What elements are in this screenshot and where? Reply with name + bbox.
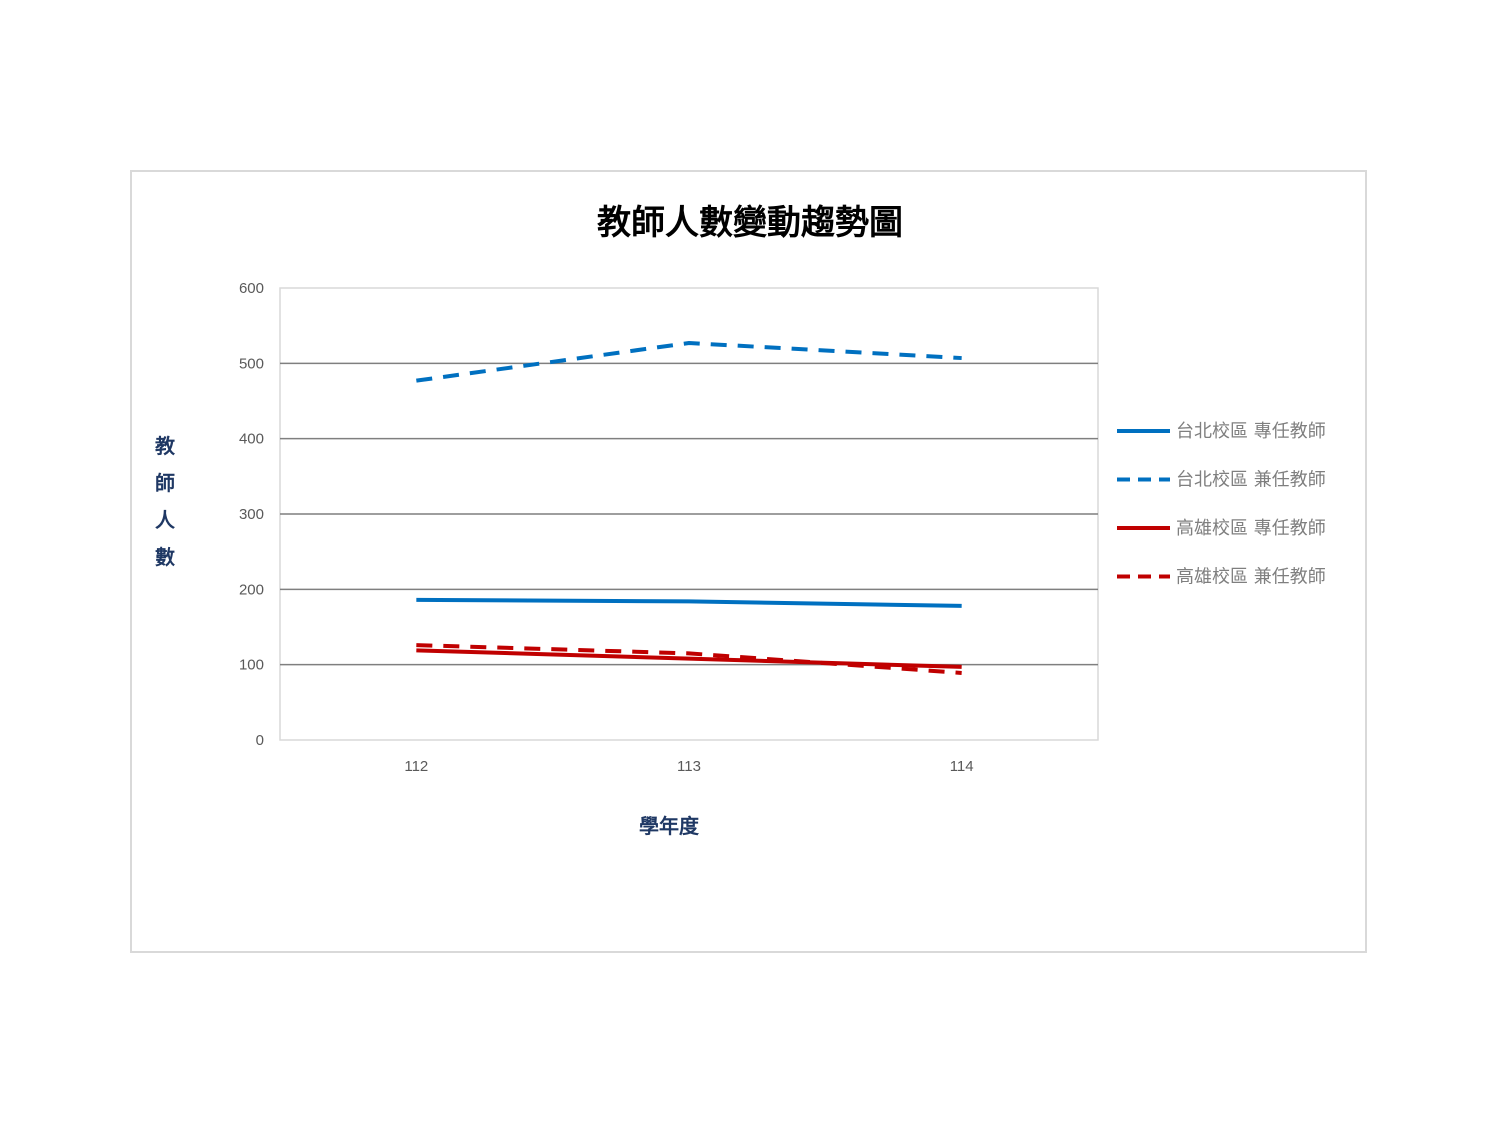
series-line-4 [416, 643, 962, 675]
legend-label: 高雄校區 兼任教師 [1176, 567, 1326, 588]
x-tick-label: 113 [677, 758, 701, 775]
y-tick-label: 400 [239, 431, 264, 448]
legend-label: 台北校區 專任教師 [1176, 421, 1326, 442]
x-tick-labels: 112 113 114 [404, 758, 973, 775]
series-line-1 [416, 597, 962, 608]
y-tick-label: 0 [256, 732, 264, 749]
y-tick-label: 200 [239, 581, 264, 598]
y-tick-label: 300 [239, 506, 264, 523]
gridlines [280, 362, 1098, 666]
series-lines [416, 340, 962, 675]
x-axis-title: 學年度 [639, 814, 700, 838]
legend-label: 高雄校區 專任教師 [1176, 518, 1326, 539]
series-line-2 [416, 340, 962, 383]
series-line-3 [416, 648, 962, 669]
chart-title: 教師人數變動趨勢圖 [597, 203, 903, 243]
y-tick-label: 600 [239, 280, 264, 297]
y-tick-labels: 0 100 200 300 400 500 600 [239, 280, 264, 749]
x-tick-label: 112 [404, 758, 428, 775]
legend-label: 台北校區 兼任教師 [1176, 470, 1326, 491]
y-tick-label: 100 [239, 657, 264, 674]
x-tick-label: 114 [950, 758, 974, 775]
y-tick-label: 500 [239, 355, 264, 372]
y-axis-title: 教師人數 [155, 434, 176, 569]
chart-frame: 教師人數變動趨勢圖 0 100 200 300 400 500 600 112 113 114 … [130, 170, 1367, 953]
